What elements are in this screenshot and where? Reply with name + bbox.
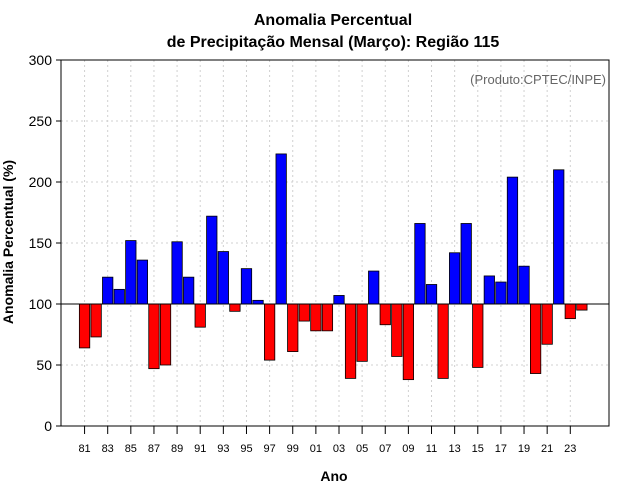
x-tick-label-95: 95	[240, 443, 252, 455]
y-tick-label-250: 250	[29, 113, 53, 129]
bar-84	[113, 288, 125, 305]
y-axis-ticks: 0 50 100 150 200 250 300	[29, 52, 61, 434]
bar-81	[78, 303, 91, 349]
bar-23	[564, 303, 576, 320]
y-axis-label: Anomalia Percentual (%)	[0, 160, 16, 324]
bar-02	[321, 303, 334, 332]
gridlines	[61, 59, 609, 427]
bar-00	[298, 303, 310, 322]
bar-90	[183, 276, 195, 305]
x-tick-label-03: 03	[333, 443, 345, 455]
bar-91	[194, 303, 206, 328]
x-tick-label-99: 99	[287, 443, 299, 455]
x-axis-label: Ano	[320, 468, 347, 484]
x-tick-label-01: 01	[310, 443, 322, 455]
x-tick-label-17: 17	[495, 443, 507, 455]
x-tick-label-97: 97	[263, 443, 275, 455]
x-tick-label-13: 13	[449, 443, 461, 455]
x-tick-label-19: 19	[518, 443, 530, 455]
bar-01	[310, 303, 322, 332]
y-tick-label-300: 300	[29, 52, 53, 68]
bar-11	[425, 284, 438, 305]
bar-96	[252, 299, 264, 305]
chart-title-line1: Anomalia Percentual	[254, 12, 412, 29]
x-tick-label-09: 09	[402, 443, 414, 455]
bar-82	[90, 303, 102, 338]
bar-88	[159, 303, 172, 366]
y-tick-label-200: 200	[29, 174, 53, 190]
y-tick-label-0: 0	[44, 418, 52, 434]
y-tick-label-50: 50	[36, 357, 52, 373]
x-tick-label-91: 91	[194, 443, 206, 455]
bar-93	[217, 251, 229, 305]
x-tick-label-05: 05	[356, 443, 368, 455]
x-tick-label-81: 81	[78, 443, 90, 455]
x-tick-label-23: 23	[564, 443, 576, 455]
bar-08	[391, 303, 403, 357]
bar-85	[125, 240, 137, 305]
credit-label: (Produto:CPTEC/INPE)	[470, 72, 606, 87]
bar-06	[368, 270, 380, 305]
x-tick-label-15: 15	[472, 443, 484, 455]
bar-21	[541, 303, 553, 345]
bar-04	[344, 303, 357, 379]
bar-99	[287, 303, 299, 352]
bar-20	[530, 303, 542, 374]
y-tick-label-100: 100	[29, 296, 53, 312]
bar-18	[506, 176, 519, 305]
bars-group	[78, 153, 588, 381]
bar-10	[414, 223, 426, 305]
x-tick-label-85: 85	[125, 443, 137, 455]
x-tick-label-87: 87	[148, 443, 160, 455]
bar-83	[102, 276, 114, 305]
bar-15	[472, 303, 484, 368]
bar-19	[518, 265, 530, 305]
bar-05	[356, 303, 368, 362]
bar-07	[379, 303, 391, 326]
x-tick-label-83: 83	[102, 443, 114, 455]
bar-97	[264, 303, 276, 361]
bar-24	[576, 303, 588, 311]
bar-12	[437, 303, 449, 379]
bar-14	[460, 223, 472, 305]
bar-13	[449, 252, 461, 305]
chart-title-line2: de Precipitação Mensal (Março): Região 1…	[167, 34, 500, 51]
bar-94	[229, 303, 241, 312]
x-tick-label-07: 07	[379, 443, 391, 455]
bar-92	[206, 215, 218, 305]
x-axis-ticks: 81 83 85 87 89 91 93 95 97 99 01 03 05 07 09 11 13 15 17 19…	[78, 426, 576, 455]
bar-16	[483, 275, 495, 305]
bar-98	[275, 153, 287, 305]
bar-86	[136, 259, 148, 305]
bar-09	[402, 303, 414, 381]
bar-87	[148, 303, 160, 370]
bar-89	[171, 241, 183, 305]
x-tick-label-89: 89	[171, 443, 183, 455]
y-tick-label-150: 150	[29, 235, 53, 251]
x-tick-label-93: 93	[217, 443, 229, 455]
x-tick-label-11: 11	[426, 443, 437, 455]
bar-17	[495, 281, 507, 305]
bar-03	[333, 295, 345, 305]
bar-95	[240, 268, 253, 305]
x-tick-label-21: 21	[541, 443, 553, 455]
bar-22	[553, 169, 565, 305]
